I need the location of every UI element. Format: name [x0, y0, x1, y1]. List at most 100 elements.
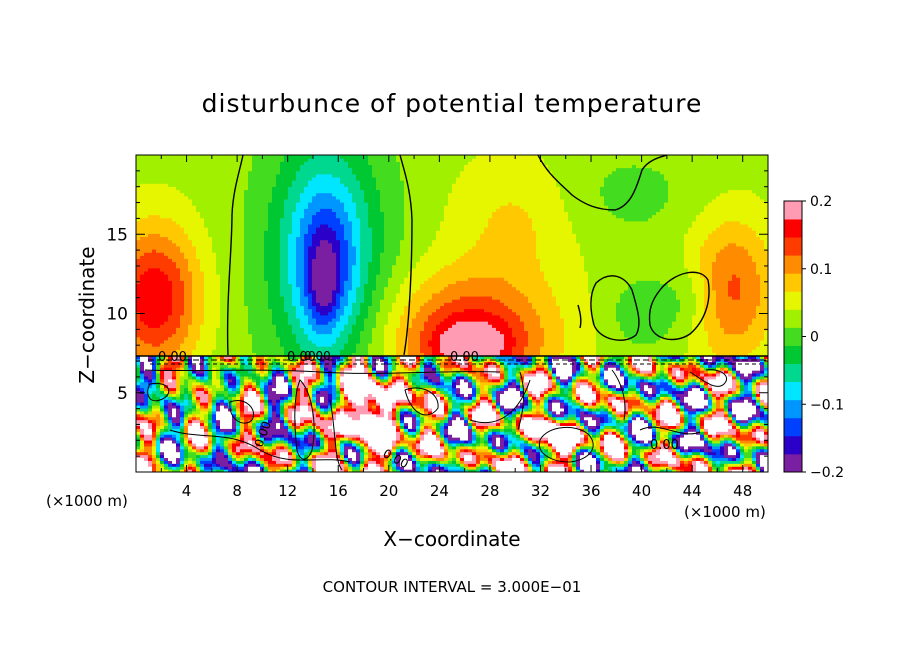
- heat-cell: [284, 236, 289, 241]
- heat-cell: [176, 352, 181, 357]
- heat-cell: [172, 201, 177, 206]
- heat-cell: [240, 270, 245, 275]
- heat-cell: [276, 245, 281, 250]
- heat-cell: [172, 195, 177, 200]
- heat-cell: [208, 327, 213, 332]
- heat-cell: [244, 223, 249, 228]
- heat-cell: [244, 233, 249, 238]
- heat-cell: [296, 352, 301, 357]
- heat-cell: [192, 270, 197, 275]
- heat-cell: [164, 280, 169, 285]
- heat-cell: [168, 248, 173, 253]
- heat-cell: [152, 339, 157, 344]
- heat-cell: [148, 289, 153, 294]
- heat-cell: [296, 349, 301, 353]
- heat-cell: [220, 167, 225, 172]
- heat-cell: [144, 183, 149, 187]
- heat-cell: [280, 195, 285, 200]
- heat-cell: [240, 214, 245, 219]
- heat-cell: [192, 280, 197, 285]
- heat-cell: [212, 349, 217, 353]
- heat-cell: [136, 230, 141, 234]
- heat-cell: [272, 283, 277, 288]
- heat-cell: [288, 289, 293, 294]
- heat-cell: [192, 189, 197, 194]
- heat-cell: [236, 255, 241, 259]
- heat-cell: [192, 176, 197, 181]
- heat-cell: [224, 170, 229, 175]
- heat-cell: [260, 223, 265, 228]
- heat-cell: [256, 180, 261, 184]
- heat-cell: [144, 167, 149, 172]
- heat-cell: [212, 286, 217, 291]
- heat-cell: [276, 317, 281, 322]
- heat-cell: [148, 164, 153, 169]
- heat-cell: [216, 252, 221, 256]
- heat-cell: [208, 233, 213, 238]
- heat-cell: [260, 164, 265, 169]
- heat-cell: [144, 311, 149, 316]
- heat-cell: [160, 248, 165, 253]
- heat-cell: [144, 220, 149, 225]
- heat-cell: [232, 258, 237, 263]
- heat-cell: [284, 217, 289, 222]
- heat-cell: [184, 192, 189, 197]
- heat-cell: [136, 248, 141, 253]
- heat-cell: [204, 161, 209, 165]
- heat-cell: [140, 305, 145, 310]
- heat-cell: [208, 173, 213, 178]
- heat-cell: [352, 155, 357, 159]
- heat-cell: [220, 311, 225, 316]
- heat-cell: [204, 299, 209, 303]
- heat-cell: [204, 248, 209, 253]
- heat-cell: [156, 308, 161, 313]
- heat-cell: [288, 205, 293, 209]
- heat-cell: [160, 176, 165, 181]
- heat-cell: [212, 158, 217, 162]
- heat-cell: [200, 205, 205, 209]
- heat-cell: [272, 299, 277, 303]
- heat-cell: [204, 220, 209, 225]
- heat-cell: [168, 211, 173, 216]
- heat-cell: [140, 292, 145, 297]
- heat-cell: [204, 155, 209, 159]
- heat-cell: [228, 317, 233, 322]
- heat-cell: [204, 227, 209, 231]
- heat-cell: [264, 198, 269, 203]
- heat-cell: [204, 255, 209, 259]
- heat-cell: [156, 289, 161, 294]
- heat-cell: [236, 327, 241, 332]
- heat-cell: [256, 233, 261, 238]
- heat-cell: [152, 255, 157, 259]
- heat-cell: [288, 223, 293, 228]
- heat-cell: [188, 195, 193, 200]
- heat-cell: [236, 158, 241, 162]
- heat-cell: [236, 280, 241, 285]
- heat-cell: [260, 158, 265, 162]
- heat-cell: [280, 248, 285, 253]
- heat-cell: [176, 195, 181, 200]
- heat-cell: [192, 317, 197, 322]
- heat-cell: [232, 230, 237, 234]
- heat-cell: [216, 280, 221, 285]
- heat-cell: [196, 333, 201, 338]
- heat-cell: [220, 292, 225, 297]
- heat-cell: [236, 167, 241, 172]
- heat-cell: [224, 349, 229, 353]
- heat-cell: [212, 173, 217, 178]
- heat-cell: [256, 342, 261, 347]
- heat-cell: [208, 305, 213, 310]
- heat-cell: [244, 183, 249, 187]
- heat-cell: [248, 264, 253, 269]
- heat-cell: [176, 180, 181, 184]
- heat-cell: [204, 230, 209, 234]
- heat-cell: [188, 299, 193, 303]
- heat-cell: [240, 252, 245, 256]
- heat-cell: [224, 321, 229, 325]
- heat-cell: [152, 302, 157, 306]
- heat-cell: [232, 302, 237, 306]
- heat-cell: [228, 208, 233, 212]
- heat-cell: [296, 220, 301, 225]
- heat-cell: [292, 245, 297, 250]
- heat-cell: [200, 198, 205, 203]
